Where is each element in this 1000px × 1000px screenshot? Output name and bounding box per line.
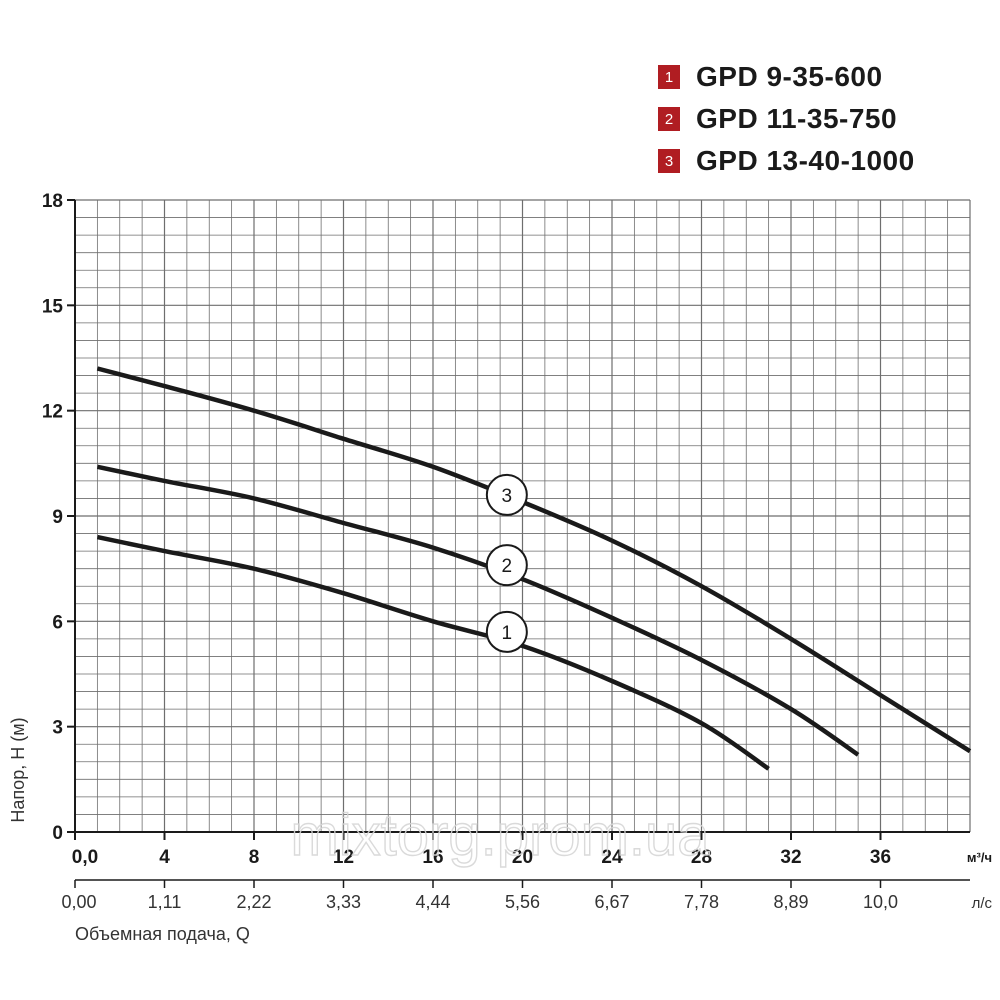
- y-tick-label: 3: [52, 718, 63, 739]
- legend-number-badge: 2: [658, 107, 680, 131]
- curve-marker-circle: [485, 544, 528, 587]
- y-tick-label: 12: [42, 402, 63, 423]
- x-tick-label: 16: [422, 847, 443, 868]
- x-tick-label-secondary: 1,11: [148, 892, 182, 912]
- legend-number-badge: 1: [658, 65, 680, 89]
- legend: 1 GPD 9-35-600 2 GPD 11-35-750 3 GPD 13-…: [658, 56, 915, 182]
- y-tick-label: 18: [42, 191, 63, 212]
- x-tick-label-secondary: 3,33: [326, 892, 361, 912]
- x-tick-label: 4: [159, 847, 170, 868]
- curve-markers: 1 2 3: [485, 473, 528, 653]
- x-unit-primary: м³/ч: [967, 850, 992, 865]
- x-tick-label-secondary: 5,56: [505, 892, 540, 912]
- curve-marker-1: 1: [485, 610, 528, 653]
- grid: [74, 199, 971, 833]
- x-tick-label-secondary: 6,67: [594, 892, 629, 912]
- y-tick-label: 9: [52, 507, 63, 528]
- x-tick-label: 28: [691, 847, 712, 868]
- curve-marker-label: 1: [502, 623, 513, 644]
- curve-marker-circle: [485, 610, 528, 653]
- legend-item: 3 GPD 13-40-1000: [658, 140, 915, 182]
- x-tick-label: 12: [333, 847, 354, 868]
- curve-marker-label: 3: [502, 486, 513, 507]
- series-line-1: [96, 534, 770, 771]
- y-tick-label: 0: [52, 823, 63, 844]
- x-tick-label: 32: [780, 847, 801, 868]
- x-tick-label: 8: [249, 847, 260, 868]
- curve-marker-circle: [485, 473, 528, 516]
- y-tick-label: 6: [52, 612, 63, 633]
- x-axis-title: Объемная подача, Q: [75, 924, 250, 944]
- y-axis-title: Напор, Н (м): [8, 717, 28, 822]
- watermark: mixtorg.prom.ua: [290, 803, 710, 868]
- x-tick-label-secondary: 10,0: [863, 892, 898, 912]
- legend-label: GPD 13-40-1000: [696, 145, 915, 176]
- x-tick-label: 20: [512, 847, 533, 868]
- x-tick-label-secondary: 2,22: [236, 892, 271, 912]
- x-tick-label: 24: [601, 847, 623, 868]
- y-tick-label: 15: [42, 296, 64, 317]
- curve-marker-2: 2: [485, 544, 528, 587]
- x-tick-label-secondary: 8,89: [773, 892, 808, 912]
- x-tick-label-secondary: 0,00: [61, 892, 96, 912]
- x-tick-label-secondary: 4,44: [415, 892, 450, 912]
- legend-item: 2 GPD 11-35-750: [658, 98, 915, 140]
- curve-marker-3: 3: [485, 473, 528, 516]
- curve-marker-label: 2: [502, 556, 513, 577]
- series-line-3: [96, 366, 972, 754]
- legend-item: 1 GPD 9-35-600: [658, 56, 915, 98]
- x-tick-label: 0,0: [72, 847, 98, 868]
- x-tick-label-secondary: 7,78: [684, 892, 719, 912]
- x-unit-secondary: л/с: [972, 895, 993, 912]
- legend-label: GPD 9-35-600: [696, 61, 883, 92]
- legend-number-badge: 3: [658, 149, 680, 173]
- x-tick-label: 36: [870, 847, 891, 868]
- legend-label: GPD 11-35-750: [696, 103, 898, 134]
